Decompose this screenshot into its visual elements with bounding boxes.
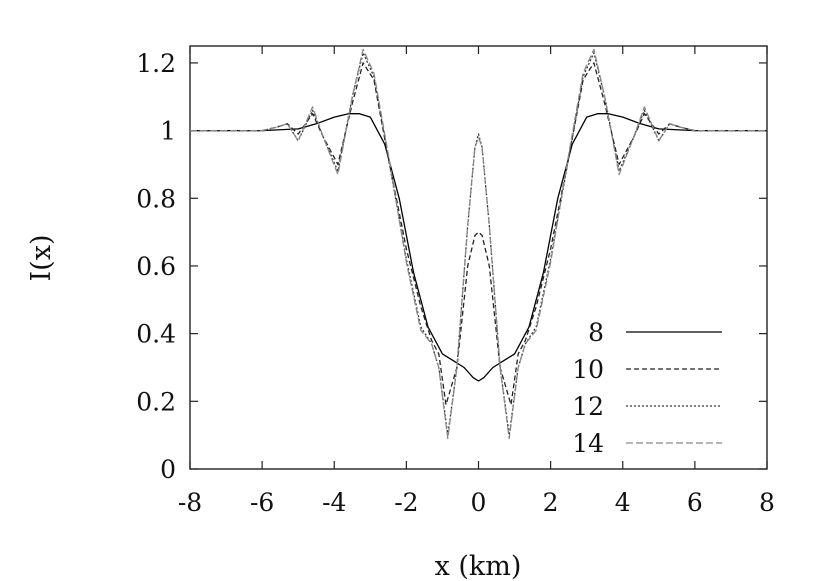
- plot-frame: [189, 45, 768, 470]
- series-line-10: [190, 62, 767, 406]
- x-tick-label: 2: [543, 488, 559, 517]
- legend: 8 10 12 14: [572, 318, 722, 458]
- tick-labels: -8 -6 -4 -2 0 2 4 6 8 0 0.2 0.4 0.6 0.8 1 1.2: [136, 49, 775, 517]
- legend-label-14: 14: [572, 429, 604, 458]
- x-tick-label: 8: [759, 488, 775, 517]
- axis-ticks: [189, 46, 768, 470]
- y-tick-label: 0.2: [136, 387, 176, 416]
- y-axis-label: I(x): [26, 235, 57, 282]
- y-tick-label: 1: [160, 117, 176, 146]
- x-tick-label: -8: [178, 488, 202, 517]
- legend-label-8: 8: [588, 318, 604, 347]
- series-line-14: [190, 48, 767, 440]
- y-tick-label: 0.8: [136, 184, 176, 213]
- series-lines: [190, 48, 767, 440]
- x-tick-label: -6: [250, 488, 274, 517]
- series-line-8: [190, 113, 767, 382]
- legend-label-12: 12: [572, 392, 604, 421]
- series-line-12: [190, 52, 767, 436]
- x-tick-label: 0: [471, 488, 487, 517]
- legend-label-10: 10: [572, 355, 604, 384]
- y-tick-label: 1.2: [136, 49, 176, 78]
- y-tick-label: 0.4: [136, 320, 176, 349]
- x-tick-label: -2: [394, 488, 418, 517]
- y-tick-label: 0: [160, 455, 176, 484]
- x-tick-label: 6: [687, 488, 703, 517]
- y-tick-label: 0.6: [136, 252, 176, 281]
- x-axis-label: x (km): [435, 551, 522, 581]
- x-tick-label: -4: [322, 488, 346, 517]
- x-tick-label: 4: [615, 488, 631, 517]
